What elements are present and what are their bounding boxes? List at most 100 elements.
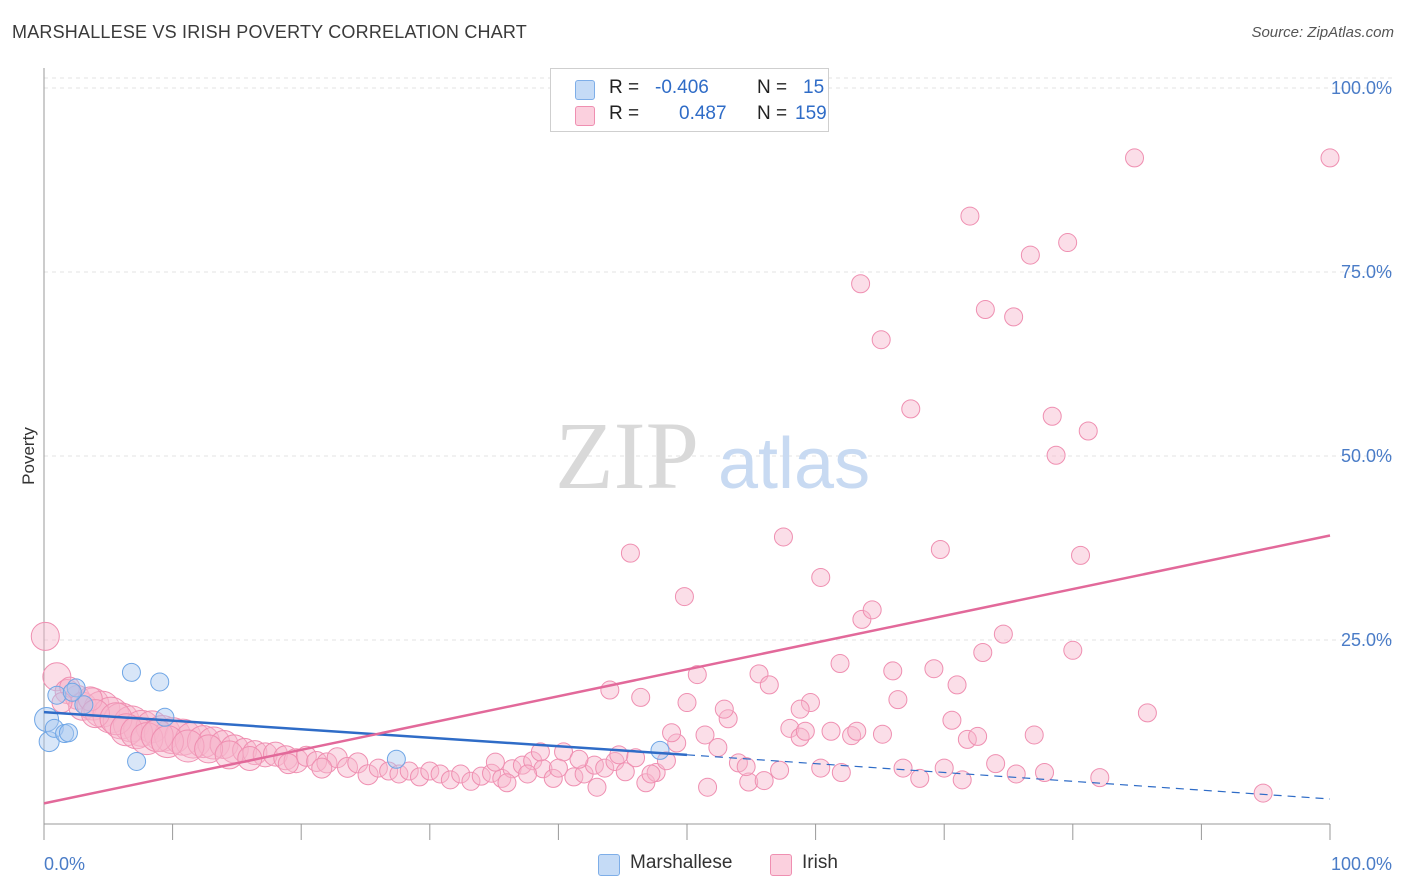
irish-point [518, 764, 538, 784]
irish-point [795, 721, 815, 741]
irish-point [311, 757, 333, 779]
marshallese-point [47, 685, 67, 705]
irish-point [901, 399, 921, 419]
y-tick-label: 50.0% [1341, 446, 1392, 466]
irish-point [615, 762, 635, 782]
irish-point [1320, 148, 1340, 168]
irish-point [636, 773, 656, 793]
irish-point [656, 751, 676, 771]
irish-point [695, 725, 715, 745]
irish-point [662, 723, 682, 743]
irish-point [620, 543, 640, 563]
legend-swatch-marshallese [598, 854, 620, 876]
irish-point [888, 690, 908, 710]
source-note: Source: ZipAtlas.com [1251, 24, 1394, 41]
irish-point [587, 777, 607, 797]
irish-point [1024, 725, 1044, 745]
irish-point [893, 758, 913, 778]
stats-legend: R = -0.406 N = 15 R = 0.487 N = 159 [550, 68, 829, 132]
legend-swatch-irish [575, 106, 595, 126]
irish-point [451, 764, 471, 784]
tick-labels: 100.0% 75.0% 50.0% 25.0% 0.0% 100.0% [44, 78, 1392, 874]
legend-r-value: 0.487 [679, 103, 727, 124]
legend-n-value: 159 [795, 103, 827, 124]
marshallese-point [62, 682, 82, 702]
irish-point [626, 748, 646, 768]
irish-point [502, 759, 522, 779]
gridlines [44, 77, 1392, 641]
irish-point [569, 749, 589, 769]
x-tick-label: 100.0% [1331, 854, 1392, 874]
irish-point [821, 721, 841, 741]
irish-point [754, 771, 774, 791]
irish-point [530, 742, 550, 762]
irish-point [214, 740, 244, 770]
irish-point [718, 709, 738, 729]
irish-point [485, 752, 505, 772]
irish-point [947, 675, 967, 695]
marshallese-trend-line [43, 710, 688, 757]
series-legend: Marshallese Irish [0, 852, 1406, 878]
irish-point [687, 665, 707, 685]
irish-point [1004, 307, 1024, 327]
watermark-atlas: atlas [718, 424, 870, 504]
watermark-zip: ZIP [555, 402, 699, 509]
legend-n-label: N = [757, 77, 788, 98]
watermark: ZIP atlas [555, 402, 870, 509]
irish-point [968, 726, 988, 746]
irish-point [736, 757, 756, 777]
irish-point [800, 693, 820, 713]
irish-point [830, 654, 850, 674]
irish-point [1046, 445, 1066, 465]
irish-point [770, 760, 790, 780]
irish-point [847, 721, 867, 741]
marshallese-trend-extension [686, 754, 1331, 800]
irish-point [1058, 233, 1078, 253]
irish-point [283, 748, 309, 774]
y-axis-title: Poverty [19, 427, 38, 485]
irish-point [851, 274, 871, 294]
irish-point [677, 693, 697, 713]
irish-point [1006, 764, 1026, 784]
irish-point [942, 710, 962, 730]
irish-point [852, 609, 872, 629]
y-tick-label: 25.0% [1341, 630, 1392, 650]
legend-n-label: N = [757, 103, 788, 124]
legend-r-value: -0.406 [655, 77, 709, 98]
irish-point [811, 567, 831, 587]
irish-point [883, 661, 903, 681]
legend-swatch-irish [770, 854, 792, 876]
irish-point [543, 768, 563, 788]
irish-point [674, 587, 694, 607]
irish-point [1063, 640, 1083, 660]
irish-point [1137, 703, 1157, 723]
irish-point [714, 699, 734, 719]
irish-point [595, 758, 615, 778]
irish-point [497, 773, 517, 793]
irish-point [993, 624, 1013, 644]
irish-point [631, 687, 651, 707]
marshallese-point [650, 740, 670, 760]
irish-point [336, 756, 358, 778]
irish-point [1035, 762, 1055, 782]
irish-point [811, 758, 831, 778]
irish-point [512, 755, 532, 775]
irish-point [952, 770, 972, 790]
y-tick-label: 100.0% [1331, 78, 1392, 98]
irish-point [1071, 545, 1091, 565]
x-tick-label: 0.0% [44, 854, 85, 874]
irish-point [986, 754, 1006, 774]
irish-point [930, 539, 950, 559]
marshallese-point [44, 718, 64, 738]
irish-point [790, 699, 810, 719]
irish-point [482, 763, 502, 783]
irish-point [831, 762, 851, 782]
irish-point [667, 733, 687, 753]
irish-point [641, 764, 661, 784]
irish-point [410, 767, 430, 787]
y-tick-label: 75.0% [1341, 262, 1392, 282]
irish-point [1125, 148, 1145, 168]
irish-point [739, 772, 759, 792]
irish-point [399, 761, 419, 781]
